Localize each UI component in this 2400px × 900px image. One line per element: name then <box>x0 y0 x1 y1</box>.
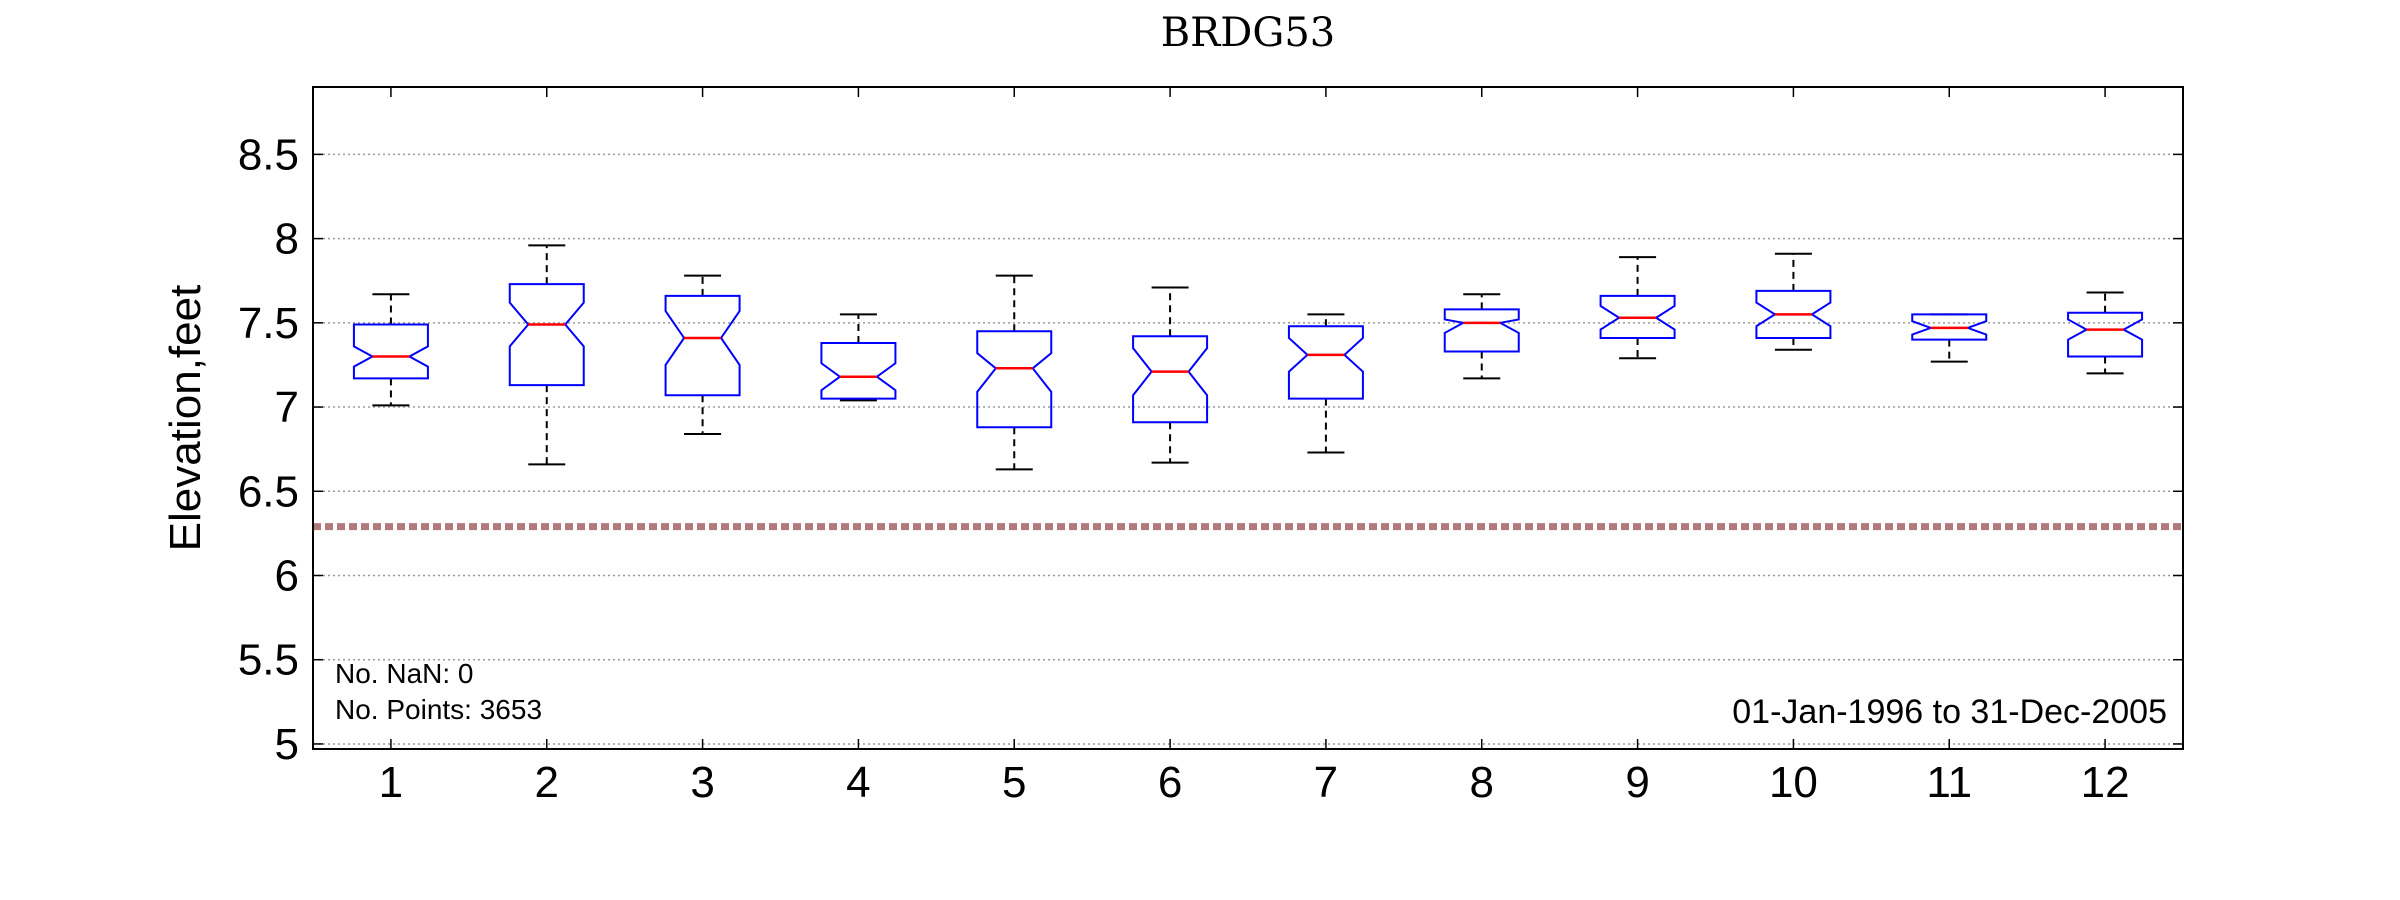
plot-background <box>313 87 2183 749</box>
box-month-11 <box>1911 313 1988 363</box>
x-tick-label: 12 <box>2081 758 2130 807</box>
y-axis-label: Elevation,feet <box>161 285 210 552</box>
chart-title: BRDG53 <box>1161 10 1335 56</box>
notched-box <box>820 342 897 400</box>
notched-box <box>508 283 585 387</box>
notched-box <box>1755 289 1832 339</box>
plot-frame <box>312 86 2184 750</box>
box-month-2 <box>508 244 585 466</box>
x-tick-label: 1 <box>379 758 403 807</box>
nan-count-annotation: No. NaN: 0 <box>335 658 474 689</box>
boxes-layer <box>352 244 2144 471</box>
notched-box <box>1132 335 1209 424</box>
y-tick-label: 7 <box>275 383 299 432</box>
x-tick-label: 2 <box>535 758 559 807</box>
x-tick-label: 4 <box>846 758 870 807</box>
x-tick-label: 11 <box>1926 758 1972 807</box>
x-tick-label: 9 <box>1625 758 1649 807</box>
y-tick-label: 6 <box>275 551 299 600</box>
x-tick-label: 8 <box>1470 758 1494 807</box>
y-tick-label: 7.5 <box>238 299 299 348</box>
x-axis: 1 2 3 4 5 6 7 8 9 10 11 12 <box>379 87 2130 807</box>
x-tick-label: 6 <box>1158 758 1182 807</box>
y-axis: 5 5.5 6 6.5 7 7.5 8 8.5 <box>238 130 2183 769</box>
x-tick-label: 7 <box>1314 758 1338 807</box>
notched-box <box>1287 325 1364 400</box>
box-month-12 <box>2067 291 2144 375</box>
notched-box <box>2067 311 2144 358</box>
y-tick-label: 8.5 <box>238 130 299 179</box>
box-month-6 <box>1132 286 1209 464</box>
x-tick-label: 5 <box>1002 758 1026 807</box>
gridlines <box>313 153 2183 745</box>
notched-box <box>664 294 741 397</box>
notched-box <box>1911 313 1988 341</box>
y-tick-label: 8 <box>275 215 299 264</box>
x-tick-label: 10 <box>1769 758 1818 807</box>
box-month-10 <box>1755 252 1832 351</box>
box-month-3 <box>664 274 741 436</box>
x-tick-label: 3 <box>690 758 714 807</box>
notched-box <box>1443 308 1520 353</box>
y-tick-label: 5 <box>275 720 299 769</box>
box-month-7 <box>1287 313 1364 454</box>
box-month-8 <box>1443 293 1520 380</box>
date-range-annotation: 01-Jan-1996 to 31-Dec-2005 <box>1732 693 2167 731</box>
notched-box <box>976 330 1053 429</box>
y-tick-label: 6.5 <box>238 467 299 516</box>
notched-box <box>352 323 429 380</box>
points-count-annotation: No. Points: 3653 <box>335 694 542 725</box>
y-tick-label: 5.5 <box>238 636 299 685</box>
notched-box <box>1599 294 1676 339</box>
box-month-4 <box>820 313 897 402</box>
box-month-1 <box>352 293 429 407</box>
box-month-9 <box>1599 256 1676 360</box>
box-month-5 <box>976 274 1053 471</box>
